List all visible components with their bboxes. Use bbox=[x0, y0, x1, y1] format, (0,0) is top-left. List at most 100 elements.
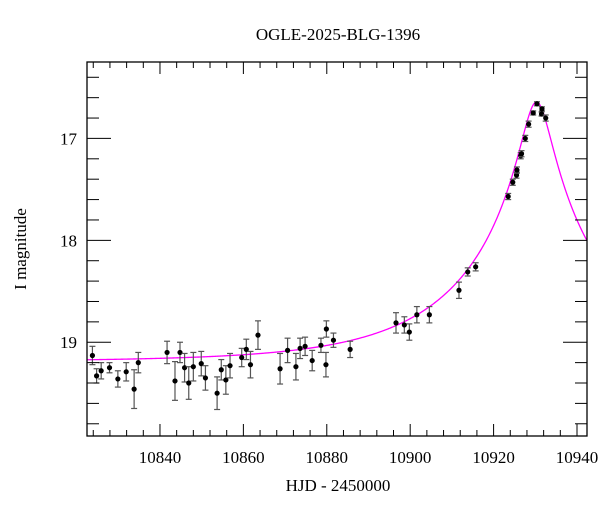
point-marker bbox=[539, 106, 545, 112]
data-point bbox=[227, 352, 234, 379]
y-tick-label: 18 bbox=[60, 231, 77, 250]
x-tick-label: 10840 bbox=[139, 448, 182, 467]
point-marker bbox=[318, 342, 324, 348]
point-marker bbox=[330, 337, 337, 343]
x-tick-label: 10940 bbox=[556, 448, 599, 467]
point-marker bbox=[93, 373, 100, 379]
data-point bbox=[106, 362, 113, 374]
point-marker bbox=[293, 364, 299, 370]
point-marker bbox=[186, 380, 192, 386]
data-point bbox=[238, 347, 245, 368]
data-point bbox=[202, 365, 209, 391]
data-point bbox=[533, 101, 540, 107]
point-marker bbox=[123, 369, 129, 375]
point-marker bbox=[218, 367, 224, 373]
data-point bbox=[413, 305, 420, 324]
x-axis-label: HJD - 2450000 bbox=[286, 476, 391, 495]
point-marker bbox=[302, 343, 308, 349]
data-point bbox=[322, 351, 329, 378]
data-point bbox=[214, 376, 221, 411]
data-point bbox=[530, 110, 537, 116]
data-point bbox=[309, 349, 316, 372]
data-point bbox=[185, 366, 192, 400]
point-marker bbox=[164, 349, 170, 356]
model-curve-layer bbox=[86, 101, 588, 361]
point-marker bbox=[131, 386, 137, 392]
chart-title: OGLE-2025-BLG-1396 bbox=[256, 25, 420, 44]
data-point bbox=[89, 345, 96, 366]
data-point bbox=[393, 312, 400, 334]
data-point bbox=[509, 178, 516, 186]
data-point bbox=[538, 106, 545, 112]
point-marker bbox=[510, 179, 516, 185]
point-marker bbox=[277, 366, 283, 372]
point-marker bbox=[227, 363, 233, 369]
data-points-layer bbox=[89, 101, 549, 411]
point-marker bbox=[406, 329, 412, 335]
y-axis-label: I magnitude bbox=[11, 208, 30, 290]
data-point bbox=[522, 134, 529, 143]
point-marker bbox=[514, 167, 520, 173]
data-point bbox=[292, 352, 299, 381]
point-marker bbox=[522, 135, 528, 142]
data-point bbox=[464, 267, 471, 277]
plot-frame bbox=[86, 61, 588, 437]
data-point bbox=[135, 351, 142, 374]
point-marker bbox=[106, 365, 113, 371]
point-marker bbox=[214, 390, 220, 396]
data-point bbox=[472, 262, 479, 272]
point-marker bbox=[190, 364, 196, 370]
point-marker bbox=[426, 312, 432, 318]
point-marker bbox=[135, 360, 141, 366]
data-point bbox=[98, 362, 105, 380]
data-point bbox=[426, 305, 433, 324]
x-tick-label: 10920 bbox=[472, 448, 515, 467]
point-marker bbox=[505, 193, 511, 200]
data-point bbox=[171, 361, 178, 401]
data-point bbox=[176, 341, 183, 364]
point-marker bbox=[456, 287, 462, 293]
data-point bbox=[297, 337, 304, 360]
y-tick-label: 19 bbox=[60, 333, 77, 352]
point-marker bbox=[401, 322, 407, 328]
point-marker bbox=[297, 345, 303, 351]
point-marker bbox=[534, 101, 540, 107]
point-marker bbox=[255, 332, 261, 338]
point-marker bbox=[181, 365, 188, 371]
data-point bbox=[243, 338, 250, 361]
point-marker bbox=[243, 346, 249, 352]
point-marker bbox=[89, 352, 96, 359]
point-marker bbox=[465, 269, 471, 275]
point-marker bbox=[347, 346, 353, 352]
data-point bbox=[323, 320, 330, 338]
data-point bbox=[277, 352, 284, 385]
x-tick-label: 10880 bbox=[306, 448, 349, 467]
data-point bbox=[513, 166, 520, 174]
point-marker bbox=[323, 362, 329, 368]
data-point bbox=[302, 336, 309, 357]
data-point bbox=[198, 350, 205, 377]
point-marker bbox=[538, 111, 545, 117]
y-tick-label: 17 bbox=[60, 129, 78, 148]
point-marker bbox=[284, 347, 291, 353]
data-point bbox=[330, 332, 337, 348]
data-point bbox=[190, 351, 197, 382]
point-marker bbox=[198, 361, 204, 367]
data-point bbox=[525, 120, 532, 128]
point-marker bbox=[414, 312, 420, 318]
x-tick-label: 10900 bbox=[389, 448, 432, 467]
data-point bbox=[518, 150, 525, 158]
point-marker bbox=[323, 326, 329, 332]
data-point bbox=[542, 114, 549, 122]
data-point bbox=[317, 337, 324, 354]
point-marker bbox=[177, 349, 183, 356]
point-marker bbox=[115, 376, 121, 382]
point-marker bbox=[543, 115, 549, 121]
point-marker bbox=[247, 362, 254, 368]
point-marker bbox=[518, 151, 525, 157]
point-marker bbox=[513, 172, 520, 178]
point-marker bbox=[309, 357, 315, 364]
point-marker bbox=[473, 264, 479, 270]
point-marker bbox=[202, 375, 209, 381]
